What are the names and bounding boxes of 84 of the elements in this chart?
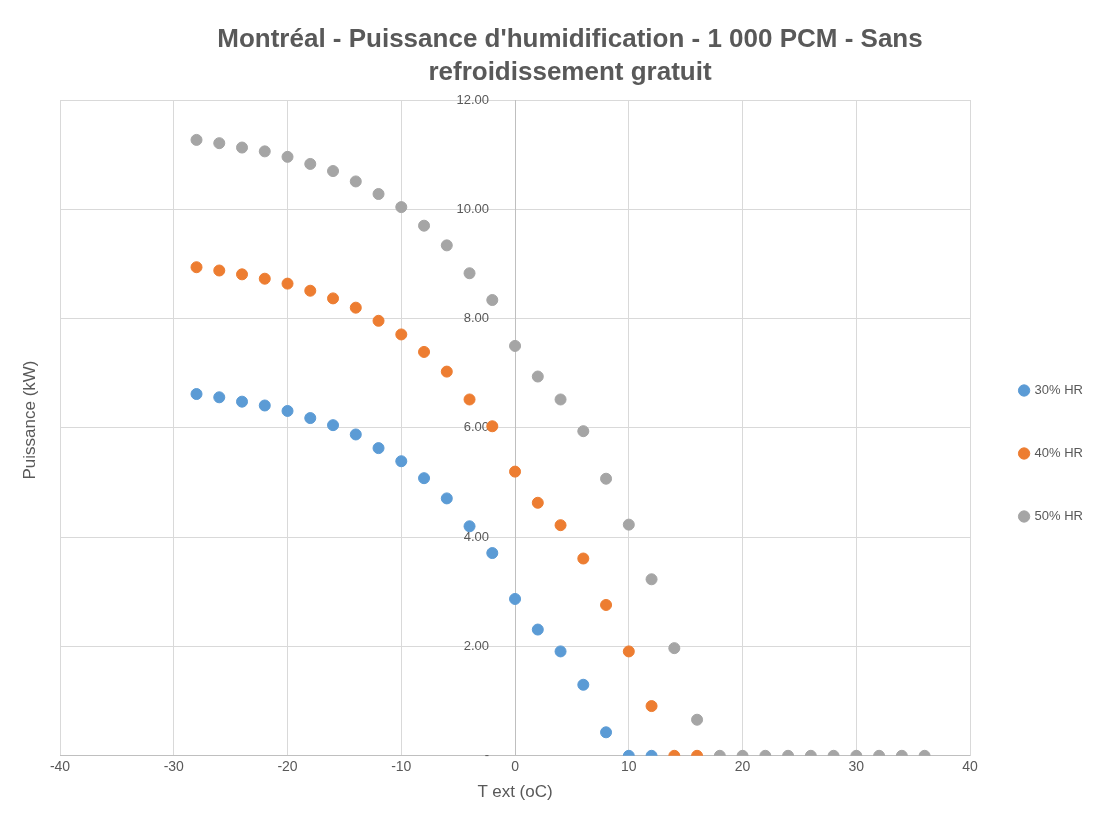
- y-tick-label: 4.00: [463, 528, 516, 544]
- point: [304, 284, 317, 297]
- point: [531, 496, 544, 509]
- point: [554, 393, 567, 406]
- x-tick-label: 0: [511, 758, 520, 775]
- point: [258, 399, 271, 412]
- point: [304, 412, 317, 425]
- point: [236, 268, 249, 281]
- point: [486, 294, 499, 307]
- point: [440, 239, 453, 252]
- point: [190, 133, 203, 146]
- y-tick-label: 6.00: [463, 419, 516, 435]
- x-tick-label: -40: [49, 758, 71, 775]
- y-tick-label: 2.00: [463, 638, 516, 654]
- point: [645, 700, 658, 713]
- point: [509, 592, 522, 605]
- point: [327, 292, 340, 305]
- point: [258, 145, 271, 158]
- point: [440, 492, 453, 505]
- y-tick-label: -: [484, 747, 490, 763]
- point: [418, 219, 431, 232]
- point: [554, 519, 567, 532]
- point: [418, 472, 431, 485]
- point: [645, 573, 658, 586]
- point: [304, 157, 317, 170]
- point: [281, 277, 294, 290]
- point: [463, 267, 476, 280]
- chart-title: Montréal - Puissance d'humidification - 1 000 PCM - Sans refroidissement gratuit: [216, 22, 924, 88]
- point: [327, 165, 340, 178]
- point: [418, 345, 431, 358]
- point: [349, 175, 362, 188]
- point: [440, 365, 453, 378]
- x-tick-label: 20: [734, 758, 751, 775]
- legend-label: 40% HR: [1034, 445, 1084, 461]
- point: [258, 272, 271, 285]
- point: [236, 141, 249, 154]
- point: [190, 261, 203, 274]
- point: [395, 201, 408, 214]
- point: [577, 552, 590, 565]
- legend-label: 30% HR: [1034, 382, 1084, 398]
- point: [372, 314, 385, 327]
- point: [577, 425, 590, 438]
- point: [622, 518, 635, 531]
- point: [349, 301, 362, 314]
- point: [531, 370, 544, 383]
- y-tick-label: 8.00: [463, 310, 516, 326]
- point: [691, 713, 704, 726]
- x-tick-label: 30: [848, 758, 865, 775]
- point: [600, 598, 613, 611]
- point: [349, 428, 362, 441]
- point: [509, 339, 522, 352]
- x-tick-label: 40: [962, 758, 979, 775]
- point: [395, 455, 408, 468]
- point: [327, 419, 340, 432]
- point: [577, 678, 590, 691]
- point: [622, 645, 635, 658]
- x-tick-label: -30: [163, 758, 185, 775]
- y-axis-title: Puissance (kW): [20, 360, 40, 480]
- y-tick-label: 10.00: [456, 200, 516, 216]
- point: [463, 393, 476, 406]
- point: [486, 547, 499, 560]
- point: [395, 328, 408, 341]
- point: [372, 442, 385, 455]
- point: [531, 623, 544, 636]
- point: [554, 645, 567, 658]
- x-tick-label: -20: [277, 758, 298, 775]
- point: [213, 264, 226, 277]
- point: [600, 726, 613, 739]
- x-tick-label: 10: [621, 758, 637, 775]
- point: [281, 404, 294, 417]
- legend-label: 50% HR: [1034, 508, 1084, 524]
- point: [213, 137, 226, 150]
- point: [281, 150, 294, 163]
- x-axis-title: T ext (oC): [477, 782, 553, 802]
- y-tick-label: 12.00: [456, 91, 516, 107]
- point: [372, 188, 385, 200]
- point: [213, 391, 226, 404]
- point: [236, 395, 249, 408]
- x-tick-label: -10: [391, 758, 412, 775]
- point: [600, 472, 613, 485]
- point: [668, 642, 681, 655]
- point: [509, 465, 522, 478]
- point: [463, 520, 476, 533]
- point: [190, 388, 203, 401]
